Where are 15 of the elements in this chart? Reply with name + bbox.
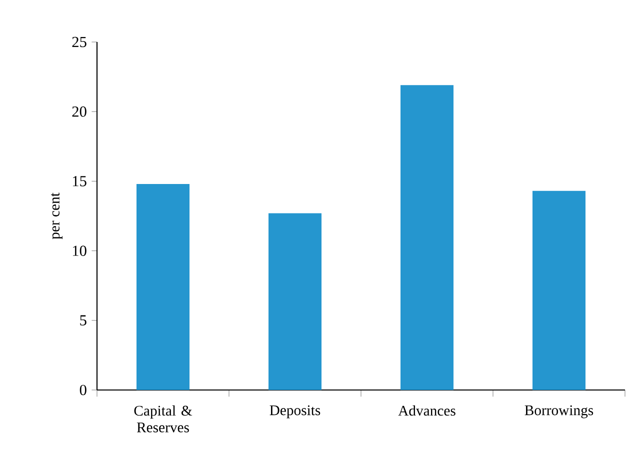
y-tick-label: 15 bbox=[72, 176, 86, 186]
x-tick-label: Capital & Reserves bbox=[134, 405, 192, 432]
x-tick-label: Borrowings bbox=[524, 405, 594, 418]
y-tick-label: 5 bbox=[80, 315, 86, 326]
bar bbox=[268, 213, 322, 390]
bar bbox=[136, 184, 190, 390]
y-tick-label: 25 bbox=[72, 36, 86, 48]
bar bbox=[400, 85, 454, 390]
bar bbox=[532, 190, 586, 390]
x-tick-label: Deposits bbox=[270, 405, 320, 418]
y-tick-label: 0 bbox=[80, 384, 86, 396]
y-tick-label: 20 bbox=[72, 106, 86, 117]
x-tick-label: Advances bbox=[398, 405, 456, 416]
y-axis-title: per cent bbox=[51, 192, 62, 240]
y-tick-label: 10 bbox=[72, 246, 86, 256]
